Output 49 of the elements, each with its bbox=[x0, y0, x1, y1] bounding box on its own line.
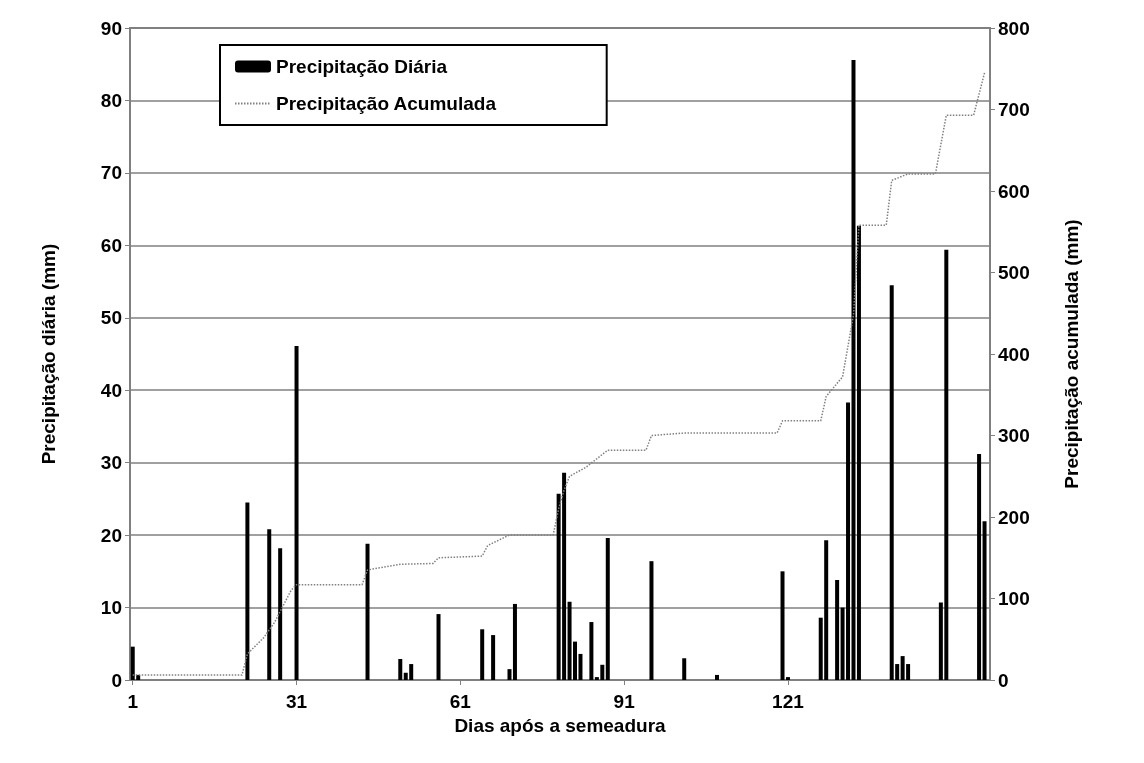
y-tick-label: 90 bbox=[100, 17, 122, 39]
bar bbox=[856, 225, 861, 680]
y2-axis-title: Precipitação acumulada (mm) bbox=[1061, 219, 1082, 489]
x-tick-label: 121 bbox=[772, 691, 805, 712]
bar bbox=[682, 658, 687, 680]
y2-tick-label: 300 bbox=[998, 425, 1030, 446]
y-axis-title: Precipitação diária (mm) bbox=[38, 243, 59, 465]
x-tick-label: 31 bbox=[285, 691, 308, 712]
x-tick-label: 1 bbox=[127, 691, 139, 712]
y2-tick-label: 700 bbox=[998, 99, 1030, 120]
y-tick-label: 60 bbox=[100, 234, 122, 256]
bar bbox=[365, 543, 370, 680]
y-tick-label: 50 bbox=[100, 307, 122, 329]
y-tick-label: 70 bbox=[100, 162, 122, 184]
bar bbox=[267, 529, 272, 680]
bar bbox=[982, 521, 987, 680]
bar bbox=[507, 669, 512, 680]
x-tick-label: 61 bbox=[449, 691, 472, 712]
x-axis-title: Dias após a semeadura bbox=[454, 714, 667, 736]
y2-tick-label: 0 bbox=[998, 669, 1009, 691]
legend-label: Precipitação Acumulada bbox=[276, 93, 497, 114]
y2-tick-label: 500 bbox=[998, 262, 1030, 283]
bar bbox=[245, 502, 250, 680]
bar bbox=[977, 453, 982, 680]
bar bbox=[436, 614, 441, 680]
y2-tick-label: 400 bbox=[998, 343, 1030, 365]
x-tick-label: 91 bbox=[613, 691, 636, 712]
y-tick-label: 30 bbox=[100, 452, 122, 474]
y-tick-label: 80 bbox=[100, 89, 122, 111]
y2-tick-label: 100 bbox=[998, 588, 1030, 609]
bar bbox=[294, 346, 299, 680]
bar bbox=[512, 603, 517, 680]
bar bbox=[649, 561, 654, 680]
y-tick-label: 10 bbox=[100, 597, 122, 619]
y2-tick-label: 600 bbox=[998, 180, 1030, 202]
bar bbox=[714, 674, 719, 680]
bar bbox=[278, 548, 283, 680]
y2-tick-label: 800 bbox=[998, 17, 1030, 39]
bar bbox=[605, 538, 610, 680]
bar bbox=[835, 580, 840, 680]
y-tick-label: 20 bbox=[100, 524, 122, 546]
y-tick-label: 40 bbox=[100, 379, 122, 401]
bar bbox=[480, 629, 485, 680]
bar bbox=[398, 658, 403, 680]
y-tick-label: 0 bbox=[111, 669, 122, 691]
bar bbox=[491, 635, 496, 680]
legend-label: Precipitação Diária bbox=[276, 56, 448, 77]
y2-tick-label: 200 bbox=[998, 506, 1030, 528]
bar bbox=[589, 622, 594, 680]
